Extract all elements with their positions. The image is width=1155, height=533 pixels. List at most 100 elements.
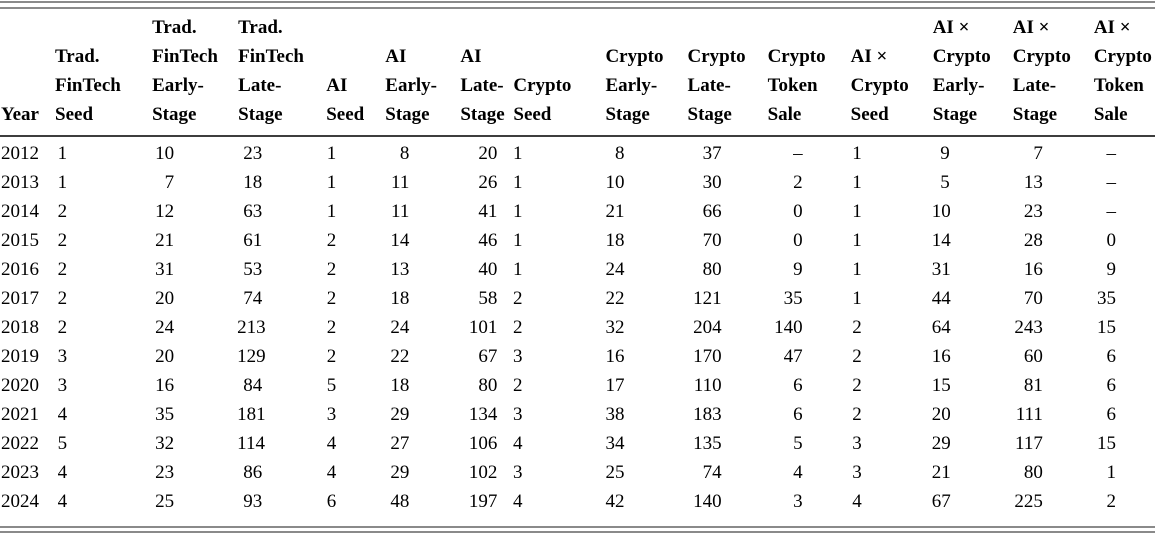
data-cell-ai-crypto-early: 31 <box>931 259 951 280</box>
column-header-crypto-early: Crypto Early- Stage <box>604 9 687 137</box>
column-header-year: Year <box>0 9 55 137</box>
data-cell-ai-early: 8 <box>399 143 410 164</box>
year-cell: 2015 <box>1 230 39 251</box>
data-cell-trad-fintech-early: 20 <box>155 346 175 367</box>
data-cell-crypto-seed: 1 <box>512 230 523 251</box>
data-cell-ai-early: 48 <box>390 491 410 512</box>
table-row-2012: 2012 1 10 23 1 8 20 1 8 37 – 1 9 7 – <box>0 136 1155 168</box>
data-cell-ai-late: 41 <box>478 201 498 222</box>
data-cell-ai-crypto-early: 67 <box>931 491 951 512</box>
data-cell-crypto-early: 8 <box>615 143 625 164</box>
column-header-crypto-seed: Crypto Seed <box>512 9 605 137</box>
data-cell-ai-crypto-early: 64 <box>931 317 951 338</box>
data-cell-crypto-token-sale: 4 <box>793 462 803 483</box>
data-cell-trad-fintech-seed: 2 <box>57 201 68 222</box>
bottom-rule-line-1 <box>0 526 1155 528</box>
data-cell-ai-crypto-seed: 1 <box>852 201 862 222</box>
funding-deals-by-year-table: Year Trad. FinTech Seed Trad. FinTech Early- St… <box>0 9 1155 516</box>
data-cell-ai-crypto-token-sale: 1 <box>1106 462 1117 483</box>
data-cell-crypto-token-sale: 47 <box>783 346 803 367</box>
data-cell-ai-early: 11 <box>391 201 410 222</box>
data-cell-ai-crypto-seed: 1 <box>852 143 862 164</box>
data-cell-trad-fintech-early: 12 <box>155 201 175 222</box>
data-cell-crypto-late: 204 <box>693 317 722 338</box>
data-cell-ai-seed: 2 <box>326 259 337 280</box>
data-cell-crypto-late: 110 <box>693 375 722 396</box>
data-cell-crypto-early: 18 <box>605 230 625 251</box>
data-cell-crypto-early: 16 <box>605 346 625 367</box>
year-cell: 2024 <box>1 491 39 512</box>
data-cell-ai-late: 102 <box>468 462 498 483</box>
data-cell-ai-late: 67 <box>478 346 498 367</box>
data-cell-trad-fintech-late: 86 <box>243 462 263 483</box>
data-cell-trad-fintech-late: 61 <box>243 230 263 251</box>
data-cell-crypto-seed: 4 <box>512 491 523 512</box>
data-cell-ai-seed: 2 <box>326 317 337 338</box>
data-cell-trad-fintech-early: 20 <box>155 288 175 309</box>
column-header-trad-fintech-early: Trad. FinTech Early- Stage <box>151 9 238 137</box>
bottom-rule-line-2 <box>0 531 1155 533</box>
data-cell-ai-crypto-late: 70 <box>1023 288 1043 309</box>
data-cell-crypto-early: 24 <box>605 259 625 280</box>
data-cell-ai-crypto-token-sale: 2 <box>1106 491 1117 512</box>
data-cell-ai-crypto-seed: 3 <box>852 433 862 454</box>
data-cell-ai-late: 26 <box>478 172 498 193</box>
data-cell-ai-early: 18 <box>390 375 410 396</box>
data-cell-ai-crypto-late: 243 <box>1014 317 1043 338</box>
data-cell-ai-early: 22 <box>390 346 410 367</box>
data-cell-ai-late: 80 <box>478 375 498 396</box>
data-cell-ai-crypto-late: 225 <box>1014 491 1043 512</box>
year-cell: 2022 <box>1 433 39 454</box>
data-cell-crypto-seed: 3 <box>512 346 523 367</box>
data-cell-ai-crypto-token-sale: 9 <box>1106 259 1117 280</box>
table-row-2015: 2015 2 21 61 2 14 46 1 18 70 0 1 14 28 0 <box>0 226 1155 255</box>
data-cell-crypto-early: 17 <box>605 375 625 396</box>
data-cell-ai-late: 46 <box>478 230 498 251</box>
data-cell-crypto-seed: 3 <box>512 462 523 483</box>
data-cell-crypto-token-sale: 0 <box>793 201 803 222</box>
data-cell-trad-fintech-late: 23 <box>243 143 263 164</box>
bottom-double-rule <box>0 526 1155 533</box>
data-cell-crypto-late: 121 <box>693 288 722 309</box>
data-cell-crypto-seed: 1 <box>512 172 523 193</box>
data-cell-crypto-token-sale: 2 <box>793 172 803 193</box>
table-row-2017: 2017 2 20 74 2 18 58 2 22 121 35 1 44 70 35 <box>0 284 1155 313</box>
data-cell-ai-crypto-token-sale: 6 <box>1106 346 1117 367</box>
data-cell-trad-fintech-early: 10 <box>155 143 175 164</box>
data-cell-trad-fintech-seed: 2 <box>57 317 68 338</box>
data-cell-crypto-late: 170 <box>693 346 722 367</box>
data-cell-ai-late: 101 <box>468 317 498 338</box>
data-cell-ai-late: 106 <box>468 433 498 454</box>
data-cell-ai-crypto-late: 16 <box>1023 259 1043 280</box>
data-cell-trad-fintech-early: 21 <box>155 230 175 251</box>
column-header-ai-crypto-token-sale: AI × Crypto Token Sale <box>1092 9 1155 137</box>
data-cell-ai-crypto-late: 80 <box>1023 462 1043 483</box>
data-cell-ai-crypto-token-sale: 15 <box>1097 317 1116 338</box>
data-cell-ai-seed: 5 <box>326 375 337 396</box>
data-cell-crypto-late: 37 <box>702 143 722 164</box>
data-cell-crypto-seed: 3 <box>512 404 523 425</box>
data-cell-ai-crypto-token-sale: – <box>1106 201 1117 222</box>
data-cell-trad-fintech-early: 32 <box>155 433 175 454</box>
data-cell-trad-fintech-late: 74 <box>243 288 263 309</box>
top-rule-line-2 <box>0 7 1155 9</box>
year-cell: 2013 <box>1 172 39 193</box>
data-cell-ai-crypto-late: 81 <box>1023 375 1043 396</box>
table-row-2023: 2023 4 23 86 4 29 102 3 25 74 4 3 21 80 1 <box>0 458 1155 487</box>
data-cell-trad-fintech-late: 18 <box>243 172 263 193</box>
data-cell-ai-seed: 3 <box>326 404 337 425</box>
data-cell-ai-crypto-seed: 1 <box>852 230 862 251</box>
data-cell-trad-fintech-seed: 1 <box>57 172 68 193</box>
data-cell-trad-fintech-seed: 3 <box>57 346 68 367</box>
data-cell-ai-crypto-early: 5 <box>940 172 950 193</box>
data-cell-ai-crypto-late: 111 <box>1015 404 1043 425</box>
column-header-ai-crypto-seed: AI × Crypto Seed <box>849 9 932 137</box>
year-cell: 2017 <box>1 288 39 309</box>
data-cell-ai-late: 197 <box>468 491 498 512</box>
data-cell-crypto-seed: 1 <box>512 259 523 280</box>
data-cell-crypto-token-sale: 9 <box>793 259 803 280</box>
data-cell-ai-crypto-token-sale: 6 <box>1106 404 1117 425</box>
data-cell-crypto-early: 38 <box>605 404 625 425</box>
data-cell-crypto-token-sale: 140 <box>774 317 803 338</box>
data-cell-ai-crypto-token-sale: 0 <box>1106 230 1117 251</box>
